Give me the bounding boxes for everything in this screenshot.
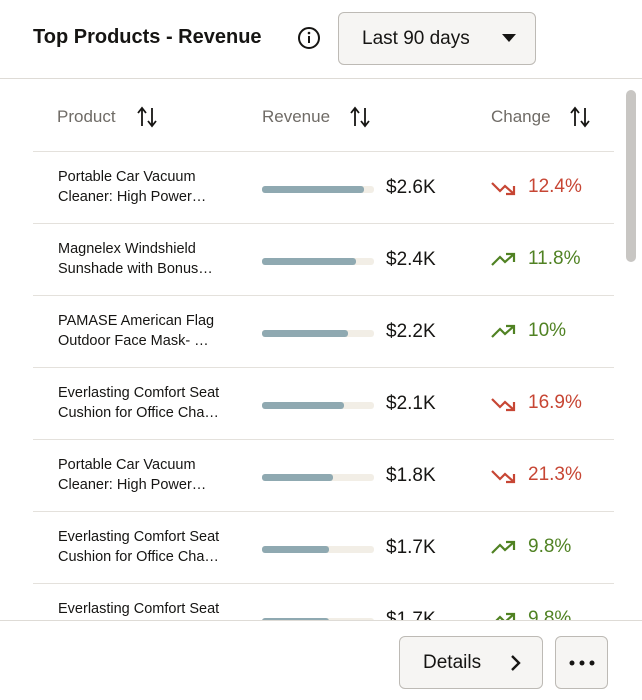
dropdown-label: Last 90 days [362, 28, 470, 49]
product-name: Everlasting Comfort Seat Cushion for Offi… [58, 527, 219, 567]
product-line: Portable Car Vacuum [58, 169, 196, 185]
bar-track [262, 474, 374, 481]
revenue-value: $2.2K [386, 321, 436, 342]
revenue-bar [262, 186, 364, 193]
sort-icon[interactable] [137, 106, 157, 133]
table-row: Portable Car Vacuum Cleaner: High Power… $… [33, 439, 614, 512]
bar-track [262, 258, 374, 265]
change-value: 9.8% [528, 608, 572, 620]
column-header: Revenue [262, 107, 331, 126]
trend-icon [491, 323, 517, 346]
table: Product Revenue Change Portable Car Vacuum C… [0, 79, 642, 620]
title: Top Products - Revenue [33, 26, 262, 48]
scrollbar[interactable] [626, 90, 636, 262]
revenue-bar [262, 258, 357, 265]
revenue-value: $2.4K [386, 249, 436, 270]
trend-icon [491, 611, 517, 620]
period-dropdown[interactable]: Last 90 days [338, 12, 536, 65]
column-header: Change [491, 107, 551, 126]
product-name: PAMASE American Flag Outdoor Face Mask- … [58, 311, 214, 351]
table-row: Magnelex Windshield Sunshade with Bonus… $… [33, 223, 614, 296]
details-button[interactable]: Details [399, 636, 543, 689]
table-row: Everlasting Comfort Seat Cushion for Offi… [33, 367, 614, 440]
trend-icon [491, 251, 517, 274]
revenue-bar [262, 402, 345, 409]
more-button[interactable] [555, 636, 608, 689]
product-name: Everlasting Comfort Seat Cushion for Offi… [58, 383, 219, 423]
revenue-value: $1.7K [386, 537, 436, 558]
change-value: 11.8% [528, 248, 581, 269]
product-line: Cleaner: High Power… [58, 189, 207, 205]
trend-icon [491, 467, 517, 490]
bar-track [262, 546, 374, 553]
product-name: Portable Car Vacuum Cleaner: High Power… [58, 167, 206, 207]
revenue-value: $2.6K [386, 177, 436, 198]
sort-icon[interactable] [350, 106, 370, 133]
revenue-value: $1.7K [386, 609, 436, 620]
trend-icon [491, 395, 517, 418]
more-icon [569, 660, 595, 666]
revenue-bar [262, 330, 349, 337]
divider [0, 78, 642, 79]
change-value: 10% [528, 320, 567, 341]
revenue-bar [262, 618, 329, 620]
revenue-bar [262, 546, 329, 553]
product-line: PAMASE American Flag [58, 313, 215, 329]
divider [0, 620, 642, 621]
column-header: Product [57, 107, 116, 126]
bar-track [262, 402, 374, 409]
trend-icon [491, 179, 517, 202]
product-line: Outdoor Face Mask- … [58, 333, 209, 349]
button-label: Details [423, 652, 482, 673]
bar-track [262, 330, 374, 337]
revenue-value: $1.8K [386, 465, 436, 486]
sort-icon[interactable] [570, 106, 590, 133]
info-icon[interactable] [297, 26, 321, 50]
product-line: Everlasting Comfort Seat [58, 601, 220, 617]
product-name: Portable Car Vacuum Cleaner: High Power… [58, 455, 206, 495]
bar-track [262, 618, 374, 620]
bar-track [262, 186, 374, 193]
revenue-bar [262, 474, 333, 481]
product-line: Everlasting Comfort Seat [58, 385, 220, 401]
product-line: Sunshade with Bonus… [58, 261, 213, 277]
product-name: Magnelex Windshield Sunshade with Bonus… [58, 239, 213, 279]
change-value: 12.4% [528, 176, 582, 197]
change-value: 9.8% [528, 536, 572, 557]
product-line: Magnelex Windshield [58, 241, 196, 257]
table-row: PAMASE American Flag Outdoor Face Mask- …… [33, 295, 614, 368]
product-line: Cleaner: High Power… [58, 477, 207, 493]
revenue-value: $2.1K [386, 393, 436, 414]
product-line: Cushion for Office Cha… [58, 549, 219, 565]
product-line: Everlasting Comfort Seat [58, 529, 220, 545]
trend-icon [491, 539, 517, 562]
chevron [511, 655, 521, 671]
change-value: 21.3% [528, 464, 582, 485]
table-row: Portable Car Vacuum Cleaner: High Power… $… [33, 151, 614, 224]
caret [502, 34, 516, 42]
table-row: Everlasting Comfort Seat Cushion for Offi… [33, 511, 614, 584]
change-value: 16.9% [528, 392, 582, 413]
product-line: Cushion for Office Cha… [58, 405, 219, 421]
product-line: Portable Car Vacuum [58, 457, 196, 473]
